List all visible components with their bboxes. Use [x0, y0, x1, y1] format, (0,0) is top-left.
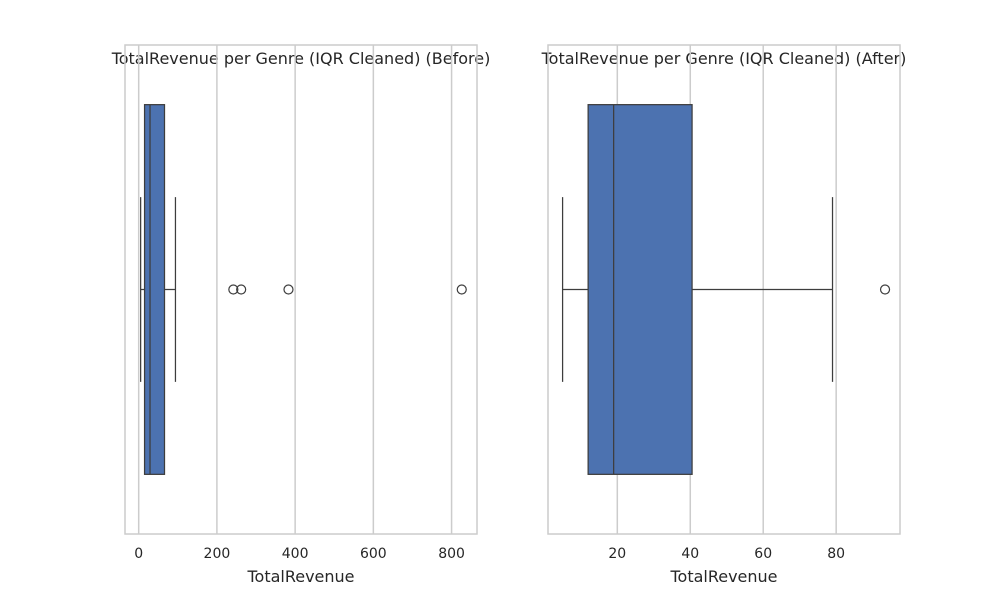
x-ticks-before: 0 200 400 600 800: [134, 546, 465, 562]
x-tick-label-before: 400: [282, 546, 309, 562]
iqr-box-after: [587, 104, 693, 475]
x-tick-label-after: 60: [754, 546, 772, 562]
boxplot-before-panel: TotalRevenue per Genre (IQR Cleaned) (Be…: [111, 44, 491, 586]
outlier-point-after: [879, 284, 891, 295]
boxplot-after: [561, 104, 891, 475]
boxplot-after-panel: TotalRevenue per Genre (IQR Cleaned) (Af…: [541, 44, 907, 586]
outlier-point-before: [456, 284, 467, 295]
iqr-box-before: [143, 104, 166, 475]
grid-before: [137, 45, 453, 534]
boxplot-before: [140, 104, 467, 475]
x-tick-label-before: 0: [134, 546, 143, 562]
outlier-point-before: [283, 284, 294, 295]
x-tick-label-after: 20: [608, 546, 626, 562]
x-ticks-after: 20 40 60 80: [608, 546, 845, 562]
x-tick-label-after: 80: [827, 546, 845, 562]
plot-frame-after: [547, 44, 901, 535]
chart-title-after: TotalRevenue per Genre (IQR Cleaned) (Af…: [541, 49, 907, 68]
plot-frame-before: [124, 44, 478, 535]
x-tick-label-before: 600: [360, 546, 387, 562]
x-axis-label-before: TotalRevenue: [246, 567, 354, 586]
outlier-point-before: [236, 284, 247, 295]
outlier-point-before: [228, 284, 239, 295]
chart-title-before: TotalRevenue per Genre (IQR Cleaned) (Be…: [111, 49, 491, 68]
x-axis-label-after: TotalRevenue: [669, 567, 777, 586]
x-tick-label-before: 800: [438, 546, 465, 562]
x-tick-label-before: 200: [204, 546, 231, 562]
x-tick-label-after: 40: [681, 546, 699, 562]
